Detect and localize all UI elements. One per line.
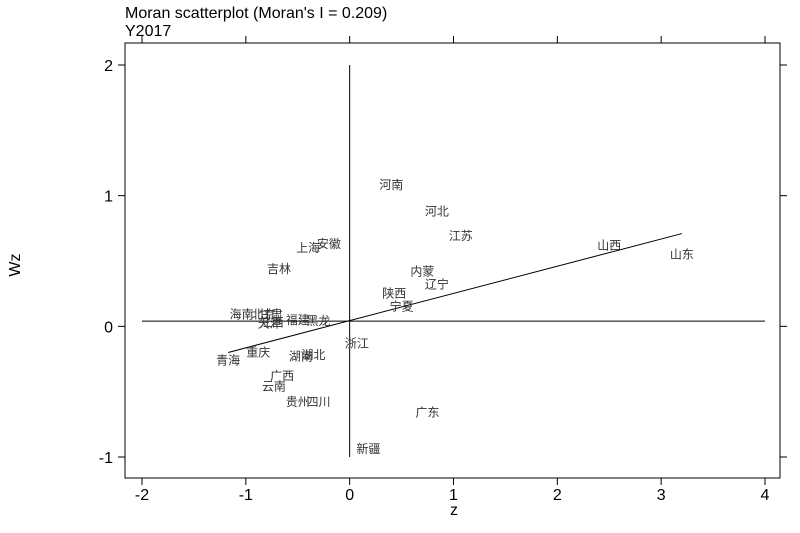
point-label: 上海 <box>296 240 320 255</box>
chart-subtitle: Y2017 <box>125 23 171 40</box>
point-label: 河北 <box>425 204 449 218</box>
point-label: 云南 <box>262 378 286 393</box>
x-axis-label: z <box>450 502 458 519</box>
point-label: 海南 <box>230 307 254 322</box>
point-label: 北京 <box>251 308 275 322</box>
axis-ticks <box>118 36 787 485</box>
point-label: 广东 <box>416 406 440 420</box>
x-tick-label: 3 <box>657 487 666 504</box>
point-label: 陕西 <box>382 286 406 301</box>
point-label: 山西 <box>597 238 621 252</box>
point-label: 内蒙 <box>410 264 434 278</box>
point-label: 湖北 <box>301 347 325 362</box>
point-label: 甘肃 <box>259 308 283 322</box>
point-label: 浙江 <box>345 336 369 350</box>
regression-line <box>228 233 683 353</box>
y-tick-label: 0 <box>104 319 113 336</box>
x-tick-label: 2 <box>553 487 562 504</box>
point-label: 新疆 <box>356 441 380 456</box>
x-tick-label: 0 <box>345 487 354 504</box>
y-axis-label: Wz <box>7 253 24 276</box>
point-label: 青海 <box>216 352 240 367</box>
point-label: 福建 <box>286 312 310 327</box>
point-label: 宁夏 <box>390 299 414 314</box>
point-label: 湖南 <box>289 348 313 363</box>
axis-tick-labels: -2 -1 0 1 2 3 4 -1 0 1 2 <box>99 58 770 504</box>
x-tick-label: -1 <box>239 487 253 504</box>
point-label: 辽宁 <box>425 277 449 292</box>
chart-title: Moran scatterplot (Moran's I = 0.209) <box>125 5 387 22</box>
y-tick-label: 2 <box>104 58 113 75</box>
plot-frame <box>124 42 781 479</box>
point-label: 贵州 <box>286 395 310 409</box>
point-label: 重庆 <box>246 345 270 359</box>
point-label: 江苏 <box>449 229 473 243</box>
x-tick-label: 1 <box>449 487 458 504</box>
point-label: 天津 <box>258 317 282 331</box>
y-tick-label: 1 <box>104 189 113 206</box>
x-tick-label: 4 <box>761 487 770 504</box>
point-label: 山东 <box>670 247 694 261</box>
point-label: 四川 <box>307 395 331 409</box>
point-label: 河南 <box>379 177 403 192</box>
point-label: 安徽 <box>317 236 341 251</box>
point-label: 吉林 <box>267 262 291 276</box>
y-tick-label: -1 <box>99 450 113 467</box>
point-label: 江西 <box>260 315 284 329</box>
point-label: 黑龙 <box>307 314 331 328</box>
x-tick-label: -2 <box>135 487 149 504</box>
point-label: 广西 <box>270 369 294 383</box>
